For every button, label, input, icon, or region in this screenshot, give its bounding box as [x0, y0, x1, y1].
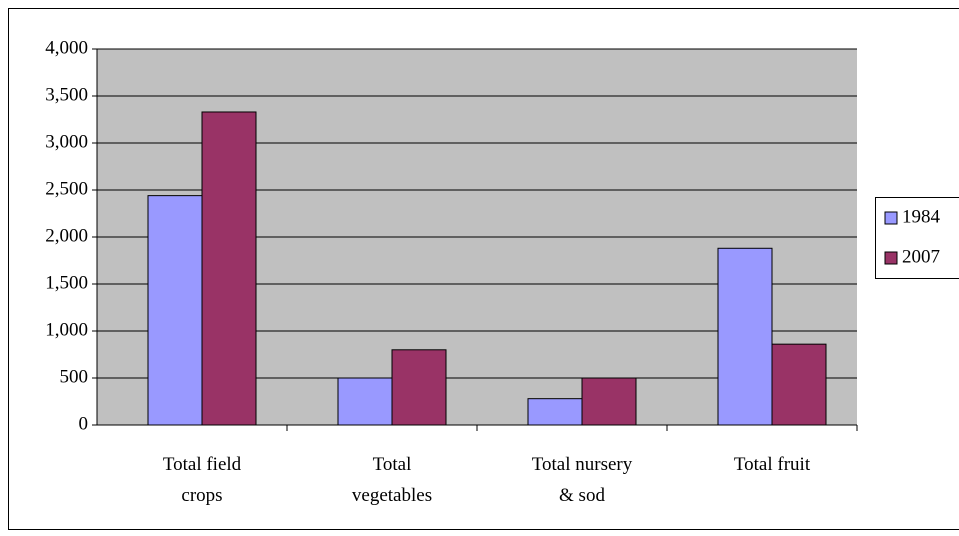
bar [527, 398, 583, 426]
x-tick-label: Total nursery & sod [531, 454, 633, 506]
bar [201, 111, 257, 426]
y-tick-label: 4,000 [45, 37, 88, 58]
bar [581, 377, 637, 426]
y-tick-label: 2,500 [45, 178, 88, 199]
y-tick-label: 1,000 [45, 319, 88, 340]
x-tick-label: Total field crops [162, 454, 242, 506]
bar [717, 247, 773, 426]
y-tick-label: 0 [79, 413, 89, 434]
legend-swatch [884, 211, 898, 225]
y-tick-label: 2,000 [45, 225, 88, 246]
legend-label: 2007 [902, 246, 940, 267]
bar [337, 377, 393, 426]
bar [771, 343, 827, 426]
y-tick-label: 3,000 [45, 131, 88, 152]
x-tick-label: Total vegetables [351, 454, 433, 506]
legend-swatch [884, 251, 898, 265]
legend-box [875, 197, 959, 279]
y-tick-label: 3,500 [45, 84, 88, 105]
y-tick-label: 1,500 [45, 272, 88, 293]
legend-label: 1984 [902, 206, 941, 227]
y-tick-label: 500 [60, 366, 89, 387]
bar [147, 195, 203, 426]
bar [391, 349, 447, 426]
x-tick-label: Total fruit [733, 454, 811, 475]
